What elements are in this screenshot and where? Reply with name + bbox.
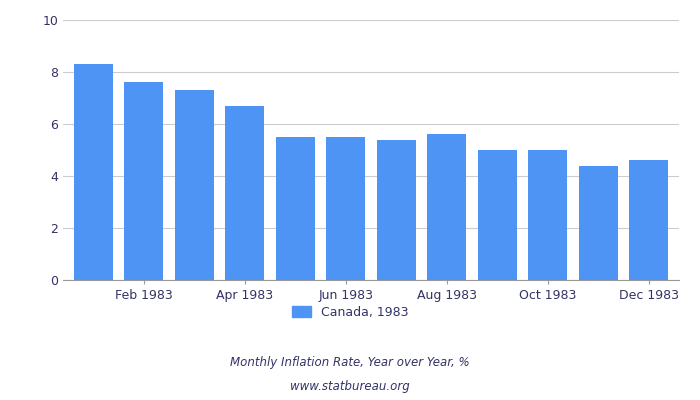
Bar [377, 140, 416, 280]
Bar [326, 137, 365, 280]
Bar [427, 134, 466, 280]
Bar [477, 150, 517, 280]
Bar [225, 106, 265, 280]
Legend: Canada, 1983: Canada, 1983 [287, 301, 413, 324]
Bar [629, 160, 668, 280]
Bar [528, 150, 568, 280]
Bar [578, 166, 618, 280]
Bar [276, 137, 315, 280]
Bar [174, 90, 214, 280]
Text: Monthly Inflation Rate, Year over Year, %: Monthly Inflation Rate, Year over Year, … [230, 356, 470, 369]
Text: www.statbureau.org: www.statbureau.org [290, 380, 410, 393]
Bar [124, 82, 164, 280]
Bar [74, 64, 113, 280]
